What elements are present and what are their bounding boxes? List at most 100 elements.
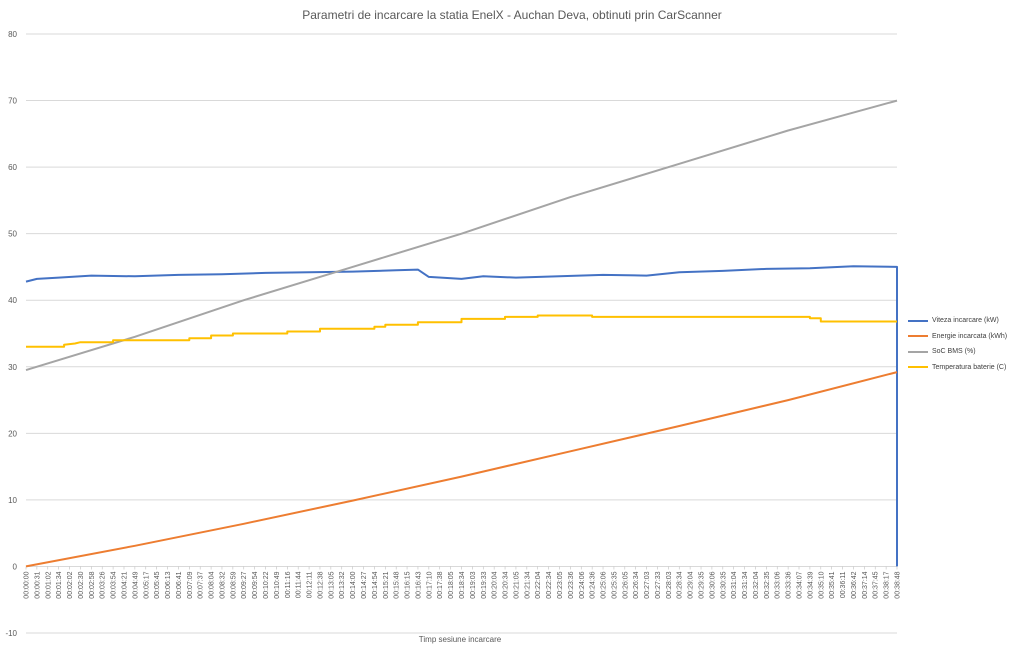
x-tick-label: 00:19:03 <box>470 571 477 598</box>
y-tick-label: 0 <box>13 562 18 571</box>
legend-swatch <box>908 366 928 369</box>
x-tick-label: 00:04:21 <box>121 571 128 598</box>
x-tick-label: 00:22:34 <box>546 571 553 598</box>
x-tick-label: 00:01:02 <box>45 571 52 598</box>
x-tick-label: 00:27:03 <box>644 571 651 598</box>
x-tick-label: 00:24:36 <box>590 571 597 598</box>
x-tick-label: 00:29:35 <box>699 571 706 598</box>
x-tick-label: 00:09:27 <box>241 571 248 598</box>
x-tick-label: 00:12:11 <box>307 571 314 598</box>
y-tick-label: 40 <box>8 296 17 305</box>
x-tick-label: 00:05:45 <box>154 571 161 598</box>
x-tick-label: 00:02:58 <box>89 571 96 598</box>
series-line-0 <box>25 265 898 567</box>
x-tick-label: 00:01:34 <box>56 571 63 598</box>
y-tick-label: 50 <box>8 230 17 239</box>
x-tick-label: 00:35:10 <box>818 571 825 598</box>
legend-swatch <box>908 350 928 353</box>
x-tick-label: 00:00:31 <box>34 571 41 598</box>
x-tick-label: 00:05:17 <box>143 571 150 598</box>
x-tick-label: 00:26:34 <box>633 571 640 598</box>
x-tick-label: 00:37:14 <box>862 571 869 598</box>
x-tick-label: 00:32:04 <box>753 571 760 598</box>
legend-label: Energie incarcata (kWh) <box>932 332 1008 340</box>
x-tick-label: 00:10:49 <box>274 571 281 598</box>
x-tick-label: 00:08:04 <box>209 571 216 598</box>
x-tick-label: 00:14:27 <box>361 571 368 598</box>
x-tick-label: 00:30:35 <box>720 571 727 598</box>
legend-label: Temperatura baterie (C) <box>932 363 1007 371</box>
x-tick-label: 00:19:33 <box>481 571 488 598</box>
legend-swatch <box>908 319 928 322</box>
series-line-3 <box>26 314 897 348</box>
x-tick-label: 00:33:36 <box>786 571 793 598</box>
x-tick-label: 00:20:04 <box>492 571 499 598</box>
legend: Viteza incarcare (kW) Energie incarcata (… <box>908 313 1007 375</box>
chart-title: Parametri de incarcare la statia EnelX -… <box>302 8 722 22</box>
x-tick-label: 00:06:41 <box>176 571 183 598</box>
x-tick-label: 00:03:26 <box>100 571 107 598</box>
x-tick-label: 00:23:36 <box>568 571 575 598</box>
legend-item: Temperatura baterie (C) <box>908 360 1007 376</box>
x-tick-label: 00:08:59 <box>230 571 237 598</box>
legend-label: Viteza incarcare (kW) <box>932 317 999 325</box>
x-tick-label: 00:35:41 <box>829 571 836 598</box>
x-tick-label: 00:09:54 <box>252 571 259 598</box>
x-axis-label: Timp sesiune incarcare <box>418 635 502 644</box>
x-tick-label: 00:11:44 <box>296 571 303 598</box>
x-tick-label: 00:36:42 <box>851 571 858 598</box>
series-lines <box>25 99 898 568</box>
x-tick-label: 00:36:11 <box>840 571 847 598</box>
x-tick-label: 00:29:04 <box>688 571 695 598</box>
x-tick-label: 00:16:15 <box>405 571 412 598</box>
x-tick-label: 00:25:35 <box>611 571 618 598</box>
y-tick-label: 80 <box>8 30 17 39</box>
y-tick-label: -10 <box>5 629 17 638</box>
legend-swatch <box>908 335 928 338</box>
legend-item: Energie incarcata (kWh) <box>908 329 1007 345</box>
x-tick-label: 00:16:43 <box>415 571 422 598</box>
legend-item: Viteza incarcare (kW) <box>908 313 1007 329</box>
x-tick-label: 00:21:34 <box>524 571 531 598</box>
gridlines <box>26 33 897 634</box>
x-tick-label: 00:33:06 <box>775 571 782 598</box>
x-tick-label: 00:37:45 <box>873 571 880 598</box>
x-tick-label: 00:30:06 <box>709 571 716 598</box>
x-tick-label: 00:18:05 <box>448 571 455 598</box>
x-tick-label: 00:12:38 <box>317 571 324 598</box>
x-tick-label: 00:24:06 <box>579 571 586 598</box>
y-tick-label: 30 <box>8 363 17 372</box>
x-tick-label: 00:02:30 <box>78 571 85 598</box>
y-tick-label: 20 <box>8 429 17 438</box>
x-tick-label: 00:08:32 <box>219 571 226 598</box>
x-tick-label: 00:13:05 <box>328 571 335 598</box>
legend-item: SoC BMS (%) <box>908 344 1007 360</box>
x-tick-label: 00:20:34 <box>503 571 510 598</box>
x-axis-ticks: 00:00:00 00:00:31 00:01:02 00:01:34 00:02:02… <box>24 566 902 599</box>
x-tick-label: 00:15:21 <box>383 571 390 598</box>
x-tick-label: 00:07:37 <box>198 571 205 598</box>
series-line-2 <box>25 99 898 372</box>
x-tick-label: 00:11:16 <box>285 571 292 598</box>
x-tick-label: 00:31:34 <box>742 571 749 598</box>
x-tick-label: 00:17:38 <box>437 571 444 598</box>
x-tick-label: 00:32:35 <box>764 571 771 598</box>
x-tick-label: 00:17:10 <box>426 571 433 598</box>
y-axis-ticks: -10 0 10 20 30 40 50 60 70 80 <box>5 30 17 638</box>
x-tick-label: 00:00:00 <box>24 571 31 598</box>
x-tick-label: 00:03:54 <box>111 571 118 598</box>
x-tick-label: 00:34:07 <box>797 571 804 598</box>
x-tick-label: 00:38:48 <box>895 571 902 598</box>
x-tick-label: 00:26:05 <box>622 571 629 598</box>
x-tick-label: 00:14:54 <box>372 571 379 598</box>
x-tick-label: 00:31:04 <box>731 571 738 598</box>
x-tick-label: 00:28:34 <box>677 571 684 598</box>
x-tick-label: 00:28:03 <box>666 571 673 598</box>
x-tick-label: 00:34:39 <box>807 571 814 598</box>
y-tick-label: 70 <box>8 97 17 106</box>
x-tick-label: 00:23:05 <box>557 571 564 598</box>
y-tick-label: 10 <box>8 496 17 505</box>
x-tick-label: 00:10:22 <box>263 571 270 598</box>
legend-label: SoC BMS (%) <box>932 348 976 356</box>
x-tick-label: 00:02:02 <box>67 571 74 598</box>
